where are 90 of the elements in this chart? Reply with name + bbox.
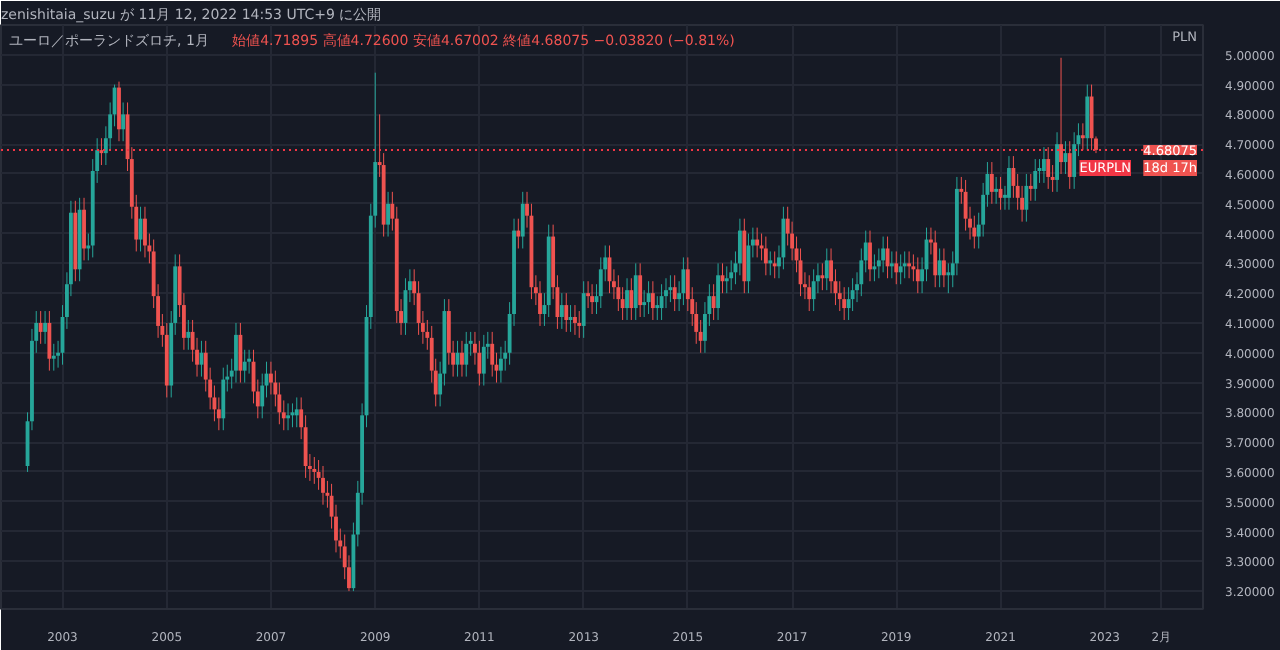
candlestick — [477, 340, 482, 387]
candlestick — [386, 191, 390, 238]
candlestick — [121, 101, 126, 142]
candlestick — [1007, 155, 1011, 211]
candlestick — [1033, 158, 1038, 202]
candlestick — [1089, 84, 1094, 151]
candlestick — [498, 346, 503, 384]
candlestick — [907, 250, 912, 279]
candlestick — [1059, 57, 1063, 175]
candlestick — [811, 268, 816, 312]
candlestick — [941, 247, 946, 288]
candlestick — [772, 250, 777, 279]
candlestick — [898, 253, 903, 285]
candlestick — [520, 191, 525, 249]
candlestick — [247, 349, 252, 375]
candlestick — [711, 283, 716, 321]
candlestick — [668, 274, 673, 303]
candlestick — [564, 292, 569, 333]
candlestick — [1046, 146, 1051, 190]
candlestick — [82, 197, 86, 261]
candlestick — [729, 259, 734, 291]
candlestick — [1028, 173, 1033, 202]
candlestick — [586, 280, 591, 309]
candlestick — [38, 310, 43, 345]
candlestick — [234, 322, 238, 384]
candlestick — [47, 310, 52, 372]
candlestick — [143, 206, 147, 258]
candlestick — [915, 256, 920, 294]
candlestick — [1055, 131, 1059, 193]
candlestick — [972, 215, 977, 249]
candlestick — [642, 289, 647, 318]
candlestick — [963, 179, 968, 232]
candlestick — [994, 176, 999, 205]
candlestick — [820, 262, 825, 291]
candlestick — [616, 274, 621, 312]
candlestick — [321, 465, 325, 506]
candlestick — [294, 396, 299, 428]
candlestick — [581, 280, 586, 339]
candlestick — [629, 277, 634, 321]
candlestick — [538, 280, 542, 327]
candlestick — [1085, 84, 1090, 151]
candlestick — [724, 265, 729, 294]
candlestick — [242, 349, 247, 384]
candlestick — [846, 286, 851, 321]
candlestick — [868, 230, 872, 282]
candlestick — [1072, 131, 1077, 190]
candlestick — [51, 343, 56, 372]
candlestick — [889, 250, 894, 279]
candlestick — [286, 402, 290, 431]
candlestick — [464, 331, 469, 378]
candlestick — [1080, 122, 1085, 151]
candlestick — [807, 274, 812, 312]
candlestick — [1042, 146, 1046, 184]
candlestick — [937, 247, 942, 288]
candlestick — [590, 283, 595, 315]
candlestick — [1067, 140, 1072, 190]
candlestick — [681, 256, 686, 306]
candlestick — [737, 218, 742, 276]
candlestick — [650, 280, 655, 321]
candlestick — [633, 262, 638, 321]
candlestick — [186, 319, 191, 351]
candlestick — [312, 456, 317, 485]
candlestick — [672, 274, 677, 312]
candlestick — [117, 81, 121, 142]
candlestick — [481, 334, 486, 387]
candlestick — [238, 322, 243, 384]
candlestick — [460, 340, 464, 378]
candlestick — [902, 250, 907, 279]
candlestick — [842, 286, 847, 321]
candlestick — [763, 236, 768, 276]
candlestick — [573, 304, 577, 336]
candlestick — [716, 262, 720, 321]
candlestick — [881, 236, 886, 273]
candlestick — [43, 310, 48, 345]
candlestick — [577, 310, 582, 339]
candlestick — [850, 277, 855, 312]
candlestick — [625, 277, 629, 321]
candlestick — [768, 250, 773, 276]
candlestick — [646, 280, 651, 315]
candlestick — [933, 230, 938, 288]
candlestick — [824, 247, 829, 291]
candlestick — [221, 367, 226, 431]
candlestick — [638, 262, 643, 318]
candlestick — [490, 331, 495, 378]
candlestick — [894, 250, 899, 285]
candlestick — [559, 292, 564, 330]
candlestick — [989, 161, 994, 205]
candlestick — [1024, 173, 1029, 223]
candlestick — [781, 206, 786, 270]
candlestick — [516, 218, 521, 249]
